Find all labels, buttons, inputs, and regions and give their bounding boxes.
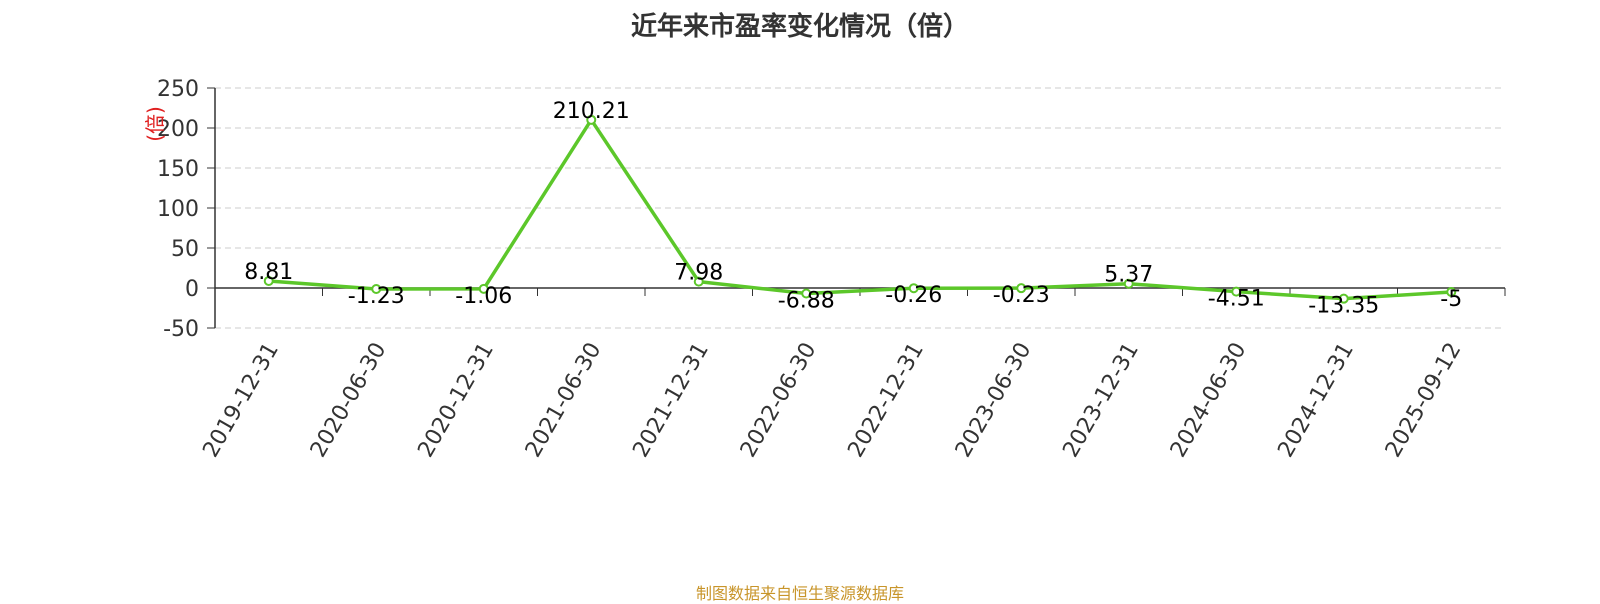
data-point xyxy=(1123,278,1134,289)
y-tick-label: 0 xyxy=(185,277,199,302)
x-tick-label: 2020-12-31 xyxy=(413,339,499,462)
data-label: 210.21 xyxy=(553,99,630,124)
data-point xyxy=(693,276,704,287)
x-tick-label: 2024-06-30 xyxy=(1166,339,1252,462)
y-tick-label: 100 xyxy=(157,197,199,222)
data-label: -6.88 xyxy=(778,289,835,314)
y-tick-label: 250 xyxy=(157,77,199,102)
data-label: -0.26 xyxy=(885,283,942,308)
data-label: -1.06 xyxy=(455,284,512,309)
x-tick-label: 2019-12-31 xyxy=(198,339,284,462)
x-tick-label: 2021-12-31 xyxy=(628,339,714,462)
data-label: 8.81 xyxy=(244,260,293,285)
source-note: 制图数据来自恒生聚源数据库 xyxy=(695,584,904,603)
data-point xyxy=(1446,287,1457,297)
y-tick-label: 200 xyxy=(157,117,199,142)
data-point xyxy=(801,288,812,299)
data-label: 5.37 xyxy=(1104,263,1153,288)
data-point xyxy=(478,283,489,294)
data-label: 7.98 xyxy=(674,261,723,286)
y-axis-title: (倍) xyxy=(143,106,167,142)
data-point xyxy=(908,283,919,294)
data-point xyxy=(371,283,382,294)
y-tick-label: 150 xyxy=(157,157,199,182)
chart-title: 近年来市盈率变化情况（倍） xyxy=(630,12,969,42)
data-point xyxy=(1231,286,1242,297)
x-tick-label: 2023-06-30 xyxy=(951,339,1037,462)
x-tick-label: 2022-06-30 xyxy=(736,339,822,462)
data-label: -4.51 xyxy=(1208,287,1265,312)
data-point xyxy=(1338,293,1349,304)
x-tick-label: 2025-09-12 xyxy=(1381,339,1467,462)
data-label: -13.35 xyxy=(1308,294,1379,319)
x-tick-label: 2022-12-31 xyxy=(843,339,929,462)
y-tick-label: 50 xyxy=(171,237,199,262)
x-tick-label: 2023-12-31 xyxy=(1058,339,1144,462)
x-tick-label: 2024-12-31 xyxy=(1273,339,1359,462)
data-point xyxy=(263,275,274,286)
x-tick-label: 2021-06-30 xyxy=(521,339,607,462)
data-label: -0.23 xyxy=(993,283,1050,308)
data-point xyxy=(1016,283,1027,294)
data-label: -1.23 xyxy=(348,284,405,309)
data-label: -5 xyxy=(1440,287,1462,312)
data-point xyxy=(586,114,597,125)
y-tick-label: -50 xyxy=(163,317,199,342)
series-line xyxy=(268,118,1452,301)
x-tick-label: 2020-06-30 xyxy=(306,339,392,462)
